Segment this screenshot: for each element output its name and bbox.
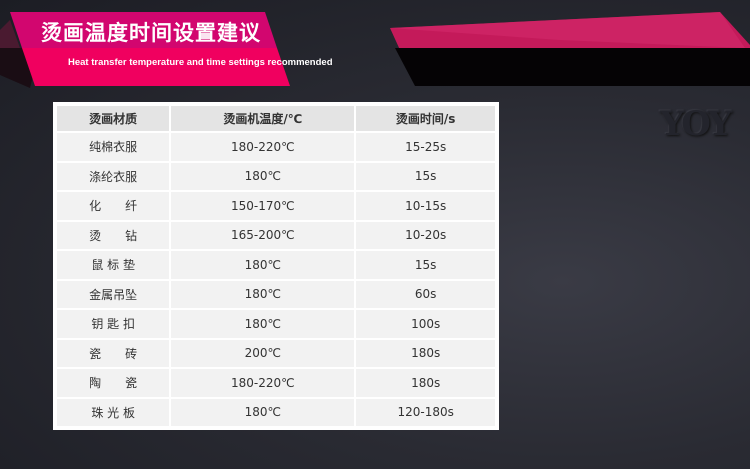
temperature-cell: 150-170℃ <box>169 190 357 222</box>
table-row: 金属吊坠 180℃ 60s <box>54 278 497 310</box>
table-row: 陶 瓷 180-220℃ 180s <box>54 367 497 399</box>
time-cell: 15s <box>354 160 497 192</box>
table-row: 鼠 标 垫 180℃ 15s <box>54 249 497 281</box>
temperature-cell: 180℃ <box>169 308 357 340</box>
table-row: 纯棉衣服 180-220℃ 15-25s <box>54 131 497 163</box>
temperature-cell: 200℃ <box>169 337 357 369</box>
time-cell: 10-15s <box>354 190 497 222</box>
time-cell: 100s <box>354 308 497 340</box>
column-header: 烫画机温度/℃ <box>169 104 357 133</box>
temperature-cell: 180℃ <box>169 160 357 192</box>
time-cell: 120-180s <box>354 396 497 428</box>
material-cell: 化 纤 <box>54 190 172 222</box>
brand-logo: YOY <box>660 104 732 144</box>
table-row: 化 纤 150-170℃ 10-15s <box>54 190 497 222</box>
page-title: 烫画温度时间设置建议 <box>41 21 261 45</box>
material-cell: 金属吊坠 <box>54 278 172 310</box>
table-header-row: 烫画材质 烫画机温度/℃ 烫画时间/s <box>54 104 497 133</box>
time-cell: 60s <box>354 278 497 310</box>
time-cell: 15s <box>354 249 497 281</box>
material-cell: 烫 钻 <box>54 219 172 251</box>
time-cell: 180s <box>354 337 497 369</box>
time-cell: 10-20s <box>354 219 497 251</box>
page-subtitle: Heat transfer temperature and time setti… <box>68 57 333 68</box>
time-cell: 180s <box>354 367 497 399</box>
header-banner <box>0 12 750 88</box>
time-cell: 15-25s <box>354 131 497 163</box>
temperature-cell: 180-220℃ <box>169 367 357 399</box>
material-cell: 钥 匙 扣 <box>54 308 172 340</box>
temperature-cell: 180-220℃ <box>169 131 357 163</box>
material-cell: 珠 光 板 <box>54 396 172 428</box>
table-row: 烫 钻 165-200℃ 10-20s <box>54 219 497 251</box>
material-cell: 涤纶衣服 <box>54 160 172 192</box>
table-row: 珠 光 板 180℃ 120-180s <box>54 396 497 428</box>
table-row: 钥 匙 扣 180℃ 100s <box>54 308 497 340</box>
temperature-cell: 180℃ <box>169 249 357 281</box>
table-row: 涤纶衣服 180℃ 15s <box>54 160 497 192</box>
material-cell: 纯棉衣服 <box>54 131 172 163</box>
material-cell: 陶 瓷 <box>54 367 172 399</box>
temperature-cell: 180℃ <box>169 396 357 428</box>
temperature-cell: 180℃ <box>169 278 357 310</box>
column-header: 烫画时间/s <box>354 104 497 133</box>
column-header: 烫画材质 <box>54 104 172 133</box>
table-row: 瓷 砖 200℃ 180s <box>54 337 497 369</box>
material-cell: 鼠 标 垫 <box>54 249 172 281</box>
settings-table: 烫画材质 烫画机温度/℃ 烫画时间/s 纯棉衣服 180-220℃ 15-25s 涤纶… <box>53 102 499 430</box>
material-cell: 瓷 砖 <box>54 337 172 369</box>
temperature-cell: 165-200℃ <box>169 219 357 251</box>
